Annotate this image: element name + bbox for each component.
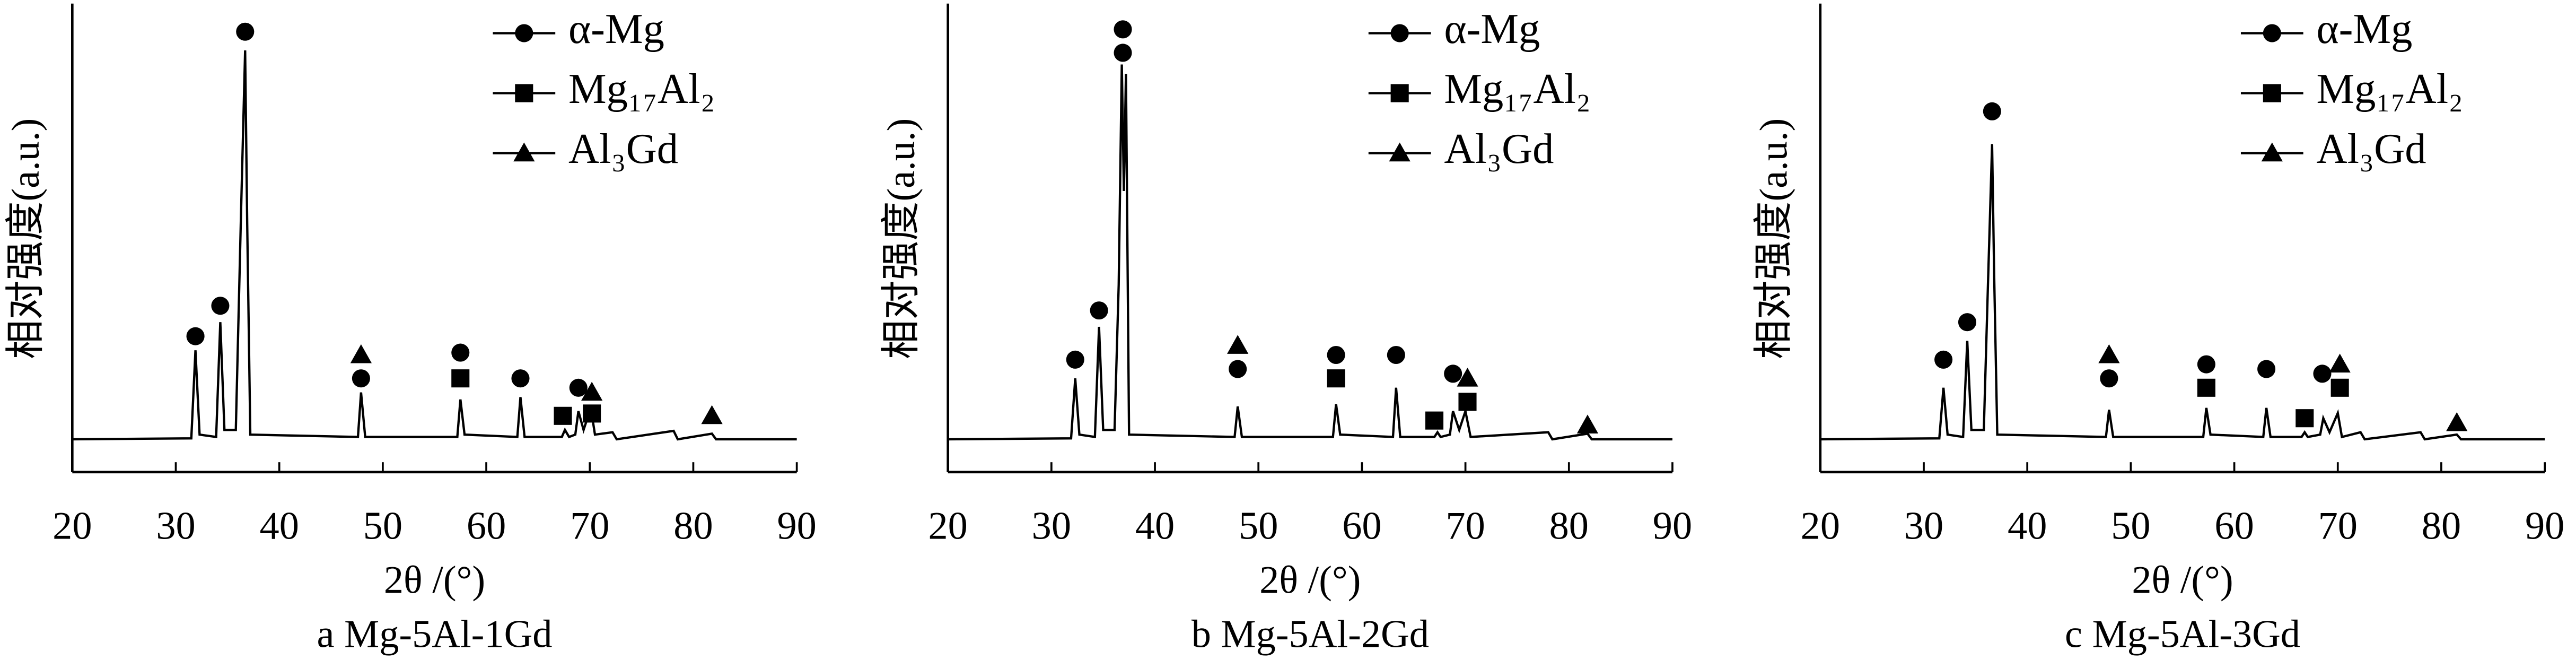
- x-tick-label: 90: [2525, 504, 2564, 548]
- xrd-pattern: [948, 64, 1672, 441]
- phase-marker: [352, 369, 370, 388]
- chart-caption: a Mg-5Al-1Gd: [317, 613, 553, 656]
- legend-label: Mg₁₇Al₂: [568, 65, 715, 112]
- y-axis-label: 相对强度(a.u.): [880, 118, 923, 359]
- phase-marker: [2330, 378, 2349, 397]
- phase-marker: [1934, 350, 1953, 369]
- legend-marker: [515, 24, 533, 42]
- phase-marker: [554, 406, 572, 425]
- x-tick-label: 30: [156, 504, 195, 548]
- phase-marker: [2098, 344, 2120, 363]
- x-tick-label: 80: [673, 504, 713, 548]
- x-tick-label: 90: [777, 504, 816, 548]
- phase-marker: [2100, 369, 2118, 388]
- xrd-pattern: [1820, 144, 2545, 441]
- x-tick-label: 30: [1904, 504, 1943, 548]
- phase-marker: [1458, 393, 1477, 411]
- legend-label: Al₃Gd: [2316, 125, 2426, 172]
- legend-marker: [1390, 24, 1409, 42]
- phase-marker: [1327, 369, 1345, 388]
- phase-marker: [581, 381, 603, 401]
- x-tick-label: 20: [1801, 504, 1840, 548]
- legend-marker: [2261, 142, 2283, 162]
- phase-marker: [1576, 414, 1599, 433]
- phase-marker: [451, 369, 470, 388]
- phase-marker: [2257, 360, 2276, 378]
- phase-marker: [1425, 411, 1444, 430]
- phase-marker: [211, 297, 230, 315]
- x-tick-label: 70: [2318, 504, 2358, 548]
- legend-label: Al₃Gd: [1444, 125, 1554, 172]
- phase-marker: [1114, 44, 1132, 62]
- x-axis-label: 2θ /(°): [1259, 558, 1361, 602]
- x-axis-label: 2θ /(°): [2132, 558, 2233, 602]
- legend-marker: [2263, 24, 2281, 42]
- x-tick-label: 90: [1653, 504, 1692, 548]
- x-tick-label: 70: [570, 504, 609, 548]
- phase-marker: [236, 22, 255, 41]
- phase-marker: [701, 405, 723, 424]
- phase-marker: [1387, 345, 1405, 365]
- phase-marker: [1327, 345, 1345, 365]
- phase-marker: [1229, 360, 1247, 378]
- x-axis-label: 2θ /(°): [384, 558, 485, 602]
- legend-label: α-Mg: [2316, 5, 2412, 53]
- x-tick-label: 40: [260, 504, 299, 548]
- phase-marker: [451, 343, 470, 362]
- legend-marker: [1389, 142, 1410, 162]
- x-tick-label: 80: [1549, 504, 1589, 548]
- phase-marker: [2329, 353, 2351, 373]
- x-tick-label: 40: [1135, 504, 1175, 548]
- phase-marker: [350, 344, 372, 363]
- x-tick-label: 60: [2214, 504, 2254, 548]
- phase-marker: [1227, 335, 1249, 354]
- legend-marker: [513, 142, 535, 162]
- x-tick-label: 30: [1032, 504, 1071, 548]
- legend-label: α-Mg: [568, 5, 664, 53]
- phase-marker: [569, 378, 588, 397]
- phase-marker: [2295, 409, 2314, 428]
- y-axis-label: 相对强度(a.u.): [4, 118, 48, 359]
- phase-marker: [1983, 102, 2001, 120]
- phase-marker: [1457, 368, 1478, 387]
- xrd-pattern: [72, 50, 797, 441]
- phase-marker: [1958, 313, 1977, 332]
- chart-caption: b Mg-5Al-2Gd: [1191, 613, 1429, 656]
- x-tick-label: 40: [2008, 504, 2047, 548]
- phase-marker: [1444, 365, 1462, 383]
- phase-marker: [511, 369, 530, 388]
- legend-marker: [515, 84, 533, 102]
- legend-label: Al₃Gd: [568, 125, 678, 172]
- x-tick-label: 20: [52, 504, 92, 548]
- chart-caption: c Mg-5Al-3Gd: [2065, 613, 2300, 656]
- phase-marker: [1114, 20, 1132, 39]
- x-tick-label: 70: [1445, 504, 1485, 548]
- phase-marker: [2313, 365, 2332, 383]
- x-tick-label: 60: [467, 504, 506, 548]
- phase-marker: [1090, 301, 1108, 320]
- phase-marker: [2197, 355, 2215, 374]
- phase-marker: [2446, 412, 2468, 431]
- x-tick-label: 20: [928, 504, 967, 548]
- x-tick-label: 80: [2422, 504, 2461, 548]
- legend-marker: [2263, 84, 2281, 102]
- x-tick-label: 50: [2111, 504, 2150, 548]
- phase-marker: [583, 404, 601, 423]
- legend-label: α-Mg: [1444, 5, 1540, 53]
- phase-marker: [2197, 378, 2215, 397]
- legend-marker: [1390, 84, 1409, 102]
- x-tick-label: 50: [1239, 504, 1278, 548]
- x-tick-label: 50: [363, 504, 402, 548]
- legend-label: Mg₁₇Al₂: [2316, 65, 2463, 112]
- legend-label: Mg₁₇Al₂: [1444, 65, 1591, 112]
- y-axis-label: 相对强度(a.u.): [1752, 118, 1795, 359]
- phase-marker: [186, 327, 205, 345]
- x-tick-label: 60: [1342, 504, 1381, 548]
- phase-marker: [1066, 350, 1084, 369]
